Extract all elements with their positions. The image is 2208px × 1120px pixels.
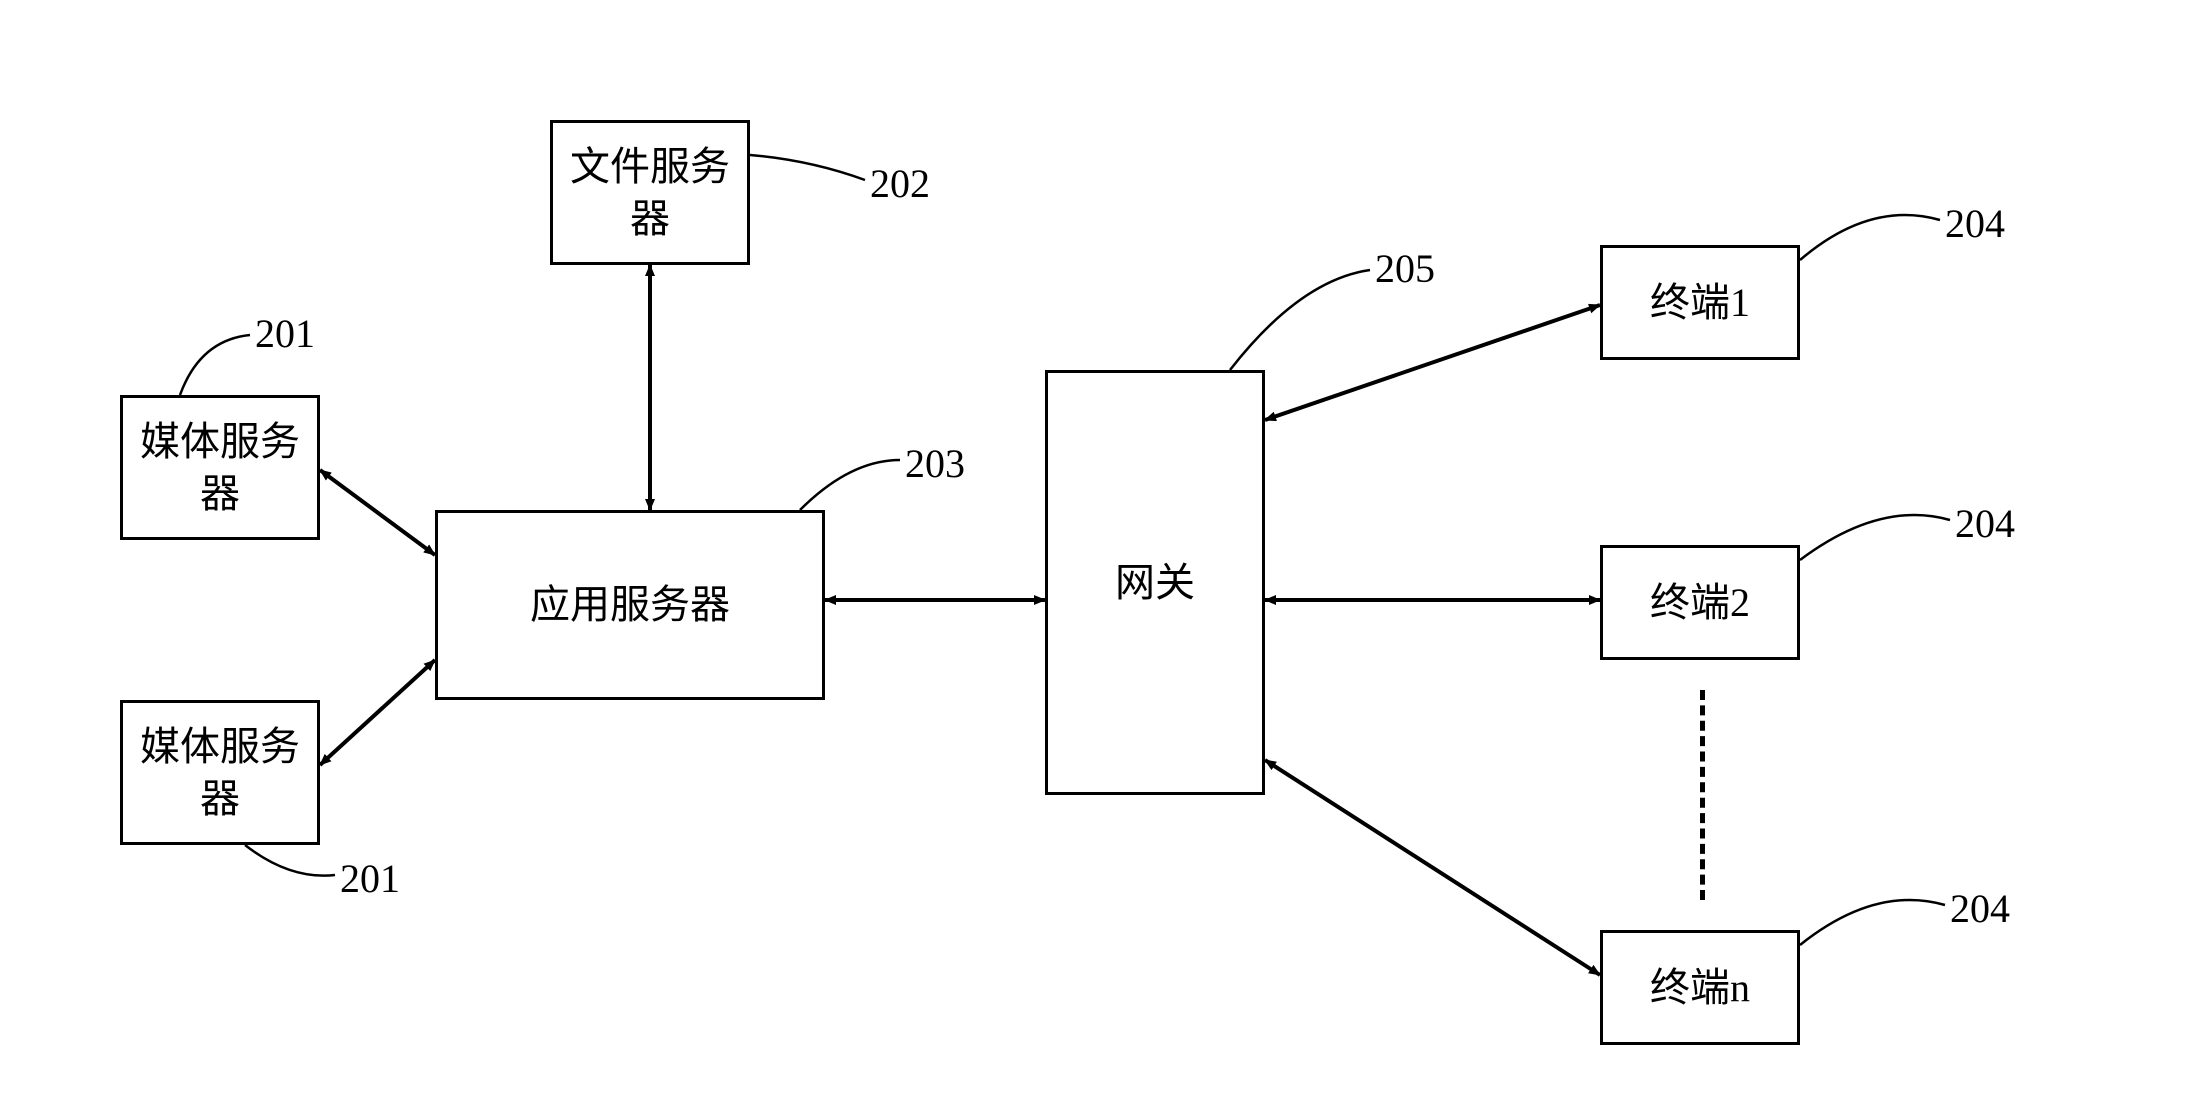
media-server-1-text: 媒体服务器 [140, 416, 300, 520]
file-server-box: 文件服务器 [550, 120, 750, 265]
label-202: 202 [870, 160, 930, 207]
gateway-text: 网关 [1115, 557, 1195, 609]
terminal-1-box: 终端1 [1600, 245, 1800, 360]
terminal-n-text: 终端n [1650, 962, 1750, 1014]
edge-gateway-tn [1265, 760, 1600, 975]
label-204-a: 204 [1945, 200, 2005, 247]
media-server-2-text: 媒体服务器 [140, 721, 300, 825]
label-201-a: 201 [255, 310, 315, 357]
label-205: 205 [1375, 245, 1435, 292]
leader-204b [1800, 515, 1950, 560]
label-204-c: 204 [1950, 885, 2010, 932]
label-204-b: 204 [1955, 500, 2015, 547]
leader-205 [1230, 270, 1370, 370]
app-server-text: 应用服务器 [530, 579, 730, 631]
terminal-2-text: 终端2 [1650, 577, 1750, 629]
gateway-box: 网关 [1045, 370, 1265, 795]
edge-media2-app [320, 660, 435, 765]
terminal-2-box: 终端2 [1600, 545, 1800, 660]
app-server-box: 应用服务器 [435, 510, 825, 700]
leader-201b [245, 845, 335, 876]
file-server-text: 文件服务器 [570, 141, 730, 245]
leader-204a [1800, 215, 1940, 260]
leader-201a [180, 335, 250, 395]
edge-media1-app [320, 470, 435, 555]
media-server-2-box: 媒体服务器 [120, 700, 320, 845]
leader-204c [1800, 900, 1945, 945]
leader-202 [750, 155, 865, 180]
label-203: 203 [905, 440, 965, 487]
ellipsis-dash [1700, 690, 1705, 900]
media-server-1-box: 媒体服务器 [120, 395, 320, 540]
terminal-n-box: 终端n [1600, 930, 1800, 1045]
label-201-b: 201 [340, 855, 400, 902]
leader-203 [800, 460, 900, 510]
terminal-1-text: 终端1 [1650, 277, 1750, 329]
edge-gateway-t1 [1265, 305, 1600, 420]
